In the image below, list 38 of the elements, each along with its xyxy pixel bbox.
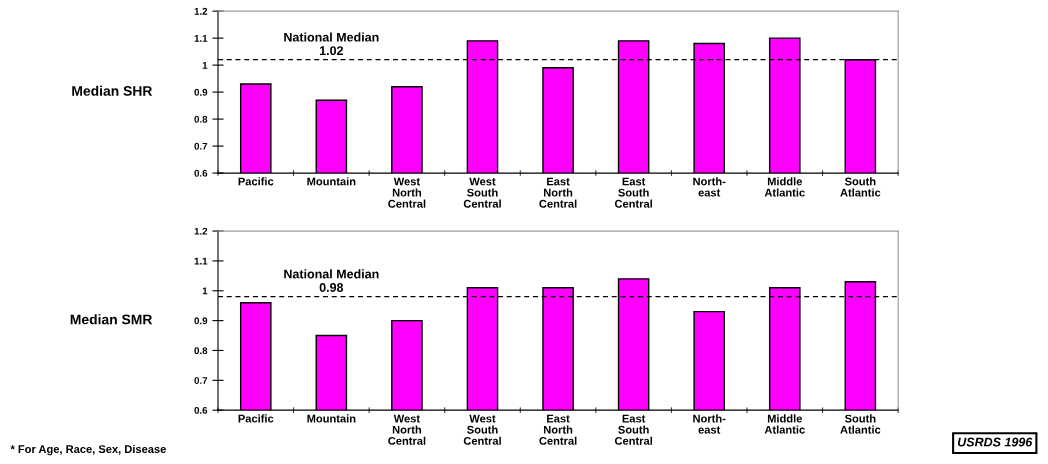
x-tick-label: West North Central: [388, 414, 426, 445]
x-tick-label: East South Central: [614, 414, 652, 445]
ref-line-label: National Median 0.98: [284, 269, 379, 292]
y-axis-title: Median SHR: [72, 85, 153, 96]
x-tick-label: South Atlantic: [840, 414, 881, 434]
x-tick-label: East North Central: [539, 177, 577, 208]
text: * For Age, Race, Sex, Disease: [10, 444, 166, 456]
y-tick-label: 1.1: [194, 34, 208, 42]
x-tick-label: North- east: [693, 414, 726, 434]
x-tick-label: Mountain: [307, 177, 356, 186]
x-tick-label: Mountain: [307, 414, 356, 423]
x-tick-label: West North Central: [388, 177, 426, 208]
x-tick-label: North- east: [693, 177, 726, 197]
y-axis-title: Median SMR: [70, 314, 153, 325]
y-tick-label: 1.2: [194, 7, 208, 15]
y-tick-label: 0.7: [194, 377, 208, 384]
y-tick-label: 0.8: [194, 115, 208, 123]
y-tick-label: 1.1: [194, 257, 208, 265]
y-tick-label: 0.7: [194, 142, 208, 150]
x-tick-label: Middle Atlantic: [764, 414, 805, 434]
text: USRDS 1996: [957, 437, 1033, 447]
y-tick-label: 0.9: [194, 88, 208, 96]
y-tick-label: 0.6: [194, 406, 208, 414]
y-tick-label: 1.2: [194, 227, 208, 235]
x-tick-label: South Atlantic: [840, 177, 881, 197]
y-tick-label: 0.9: [194, 317, 208, 325]
x-tick-label: East North Central: [539, 414, 577, 445]
x-tick-label: West South Central: [463, 177, 501, 208]
x-tick-label: East South Central: [614, 177, 652, 208]
x-tick-label: West South Central: [463, 414, 501, 445]
ref-line-label: National Median 1.02: [284, 32, 379, 56]
x-tick-label: Pacific: [238, 414, 274, 423]
x-tick-label: Middle Atlantic: [764, 177, 805, 197]
x-tick-label: Pacific: [238, 177, 274, 186]
y-tick-label: 0.8: [194, 347, 208, 355]
y-tick-label: 1: [202, 61, 208, 69]
y-tick-label: 0.6: [194, 169, 208, 177]
y-tick-label: 1: [202, 287, 208, 295]
